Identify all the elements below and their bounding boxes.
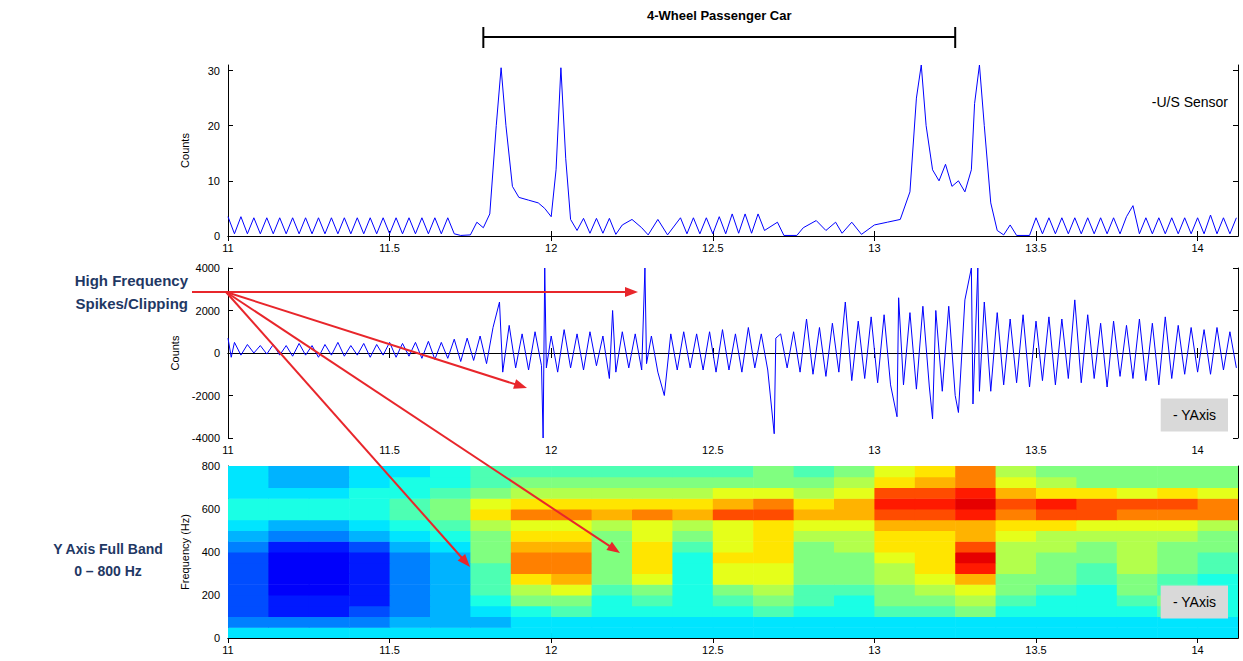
svg-text:11.5: 11.5 (379, 242, 400, 254)
svg-text:0: 0 (214, 632, 220, 644)
svg-text:12.5: 12.5 (702, 444, 723, 456)
svg-text:11: 11 (222, 444, 233, 456)
svg-text:13.5: 13.5 (1025, 242, 1046, 254)
svg-text:- YAxis: - YAxis (1173, 594, 1216, 610)
svg-text:4000: 4000 (196, 262, 220, 274)
svg-text:10: 10 (208, 175, 220, 187)
svg-text:30: 30 (208, 65, 220, 77)
svg-text:12.5: 12.5 (702, 242, 723, 254)
svg-text:13.5: 13.5 (1025, 644, 1046, 656)
svg-text:4-Wheel Passenger Car: 4-Wheel Passenger Car (647, 8, 792, 23)
svg-text:800: 800 (202, 460, 220, 472)
svg-text:14: 14 (1191, 644, 1203, 656)
svg-text:0: 0 (214, 347, 220, 359)
svg-text:Frequency (Hz): Frequency (Hz) (179, 514, 191, 590)
svg-text:600: 600 (202, 503, 220, 515)
svg-text:14: 14 (1191, 444, 1203, 456)
svg-text:14: 14 (1191, 242, 1203, 254)
svg-text:11: 11 (222, 242, 233, 254)
svg-text:Spikes/Clipping: Spikes/Clipping (75, 295, 188, 312)
svg-text:20: 20 (208, 120, 220, 132)
svg-text:13.5: 13.5 (1025, 444, 1046, 456)
svg-text:- YAxis: - YAxis (1173, 407, 1216, 423)
svg-text:-U/S Sensor: -U/S Sensor (1152, 94, 1229, 110)
svg-text:Counts: Counts (169, 335, 181, 370)
svg-text:12: 12 (545, 444, 557, 456)
svg-text:Y Axis Full Band: Y Axis Full Band (53, 541, 163, 557)
svg-text:13: 13 (868, 444, 880, 456)
svg-text:13: 13 (868, 242, 880, 254)
svg-text:12: 12 (545, 242, 557, 254)
svg-text:11.5: 11.5 (379, 444, 400, 456)
svg-text:2000: 2000 (196, 305, 220, 317)
svg-text:-2000: -2000 (192, 390, 220, 402)
svg-text:13: 13 (868, 644, 880, 656)
svg-text:11: 11 (222, 644, 233, 656)
svg-text:0: 0 (214, 230, 220, 242)
svg-text:200: 200 (202, 589, 220, 601)
svg-text:-4000: -4000 (192, 432, 220, 444)
svg-text:12: 12 (545, 644, 557, 656)
svg-text:11.5: 11.5 (379, 644, 400, 656)
svg-text:High Frequency: High Frequency (75, 272, 189, 289)
svg-text:0 – 800 Hz: 0 – 800 Hz (74, 563, 142, 579)
svg-text:12.5: 12.5 (702, 644, 723, 656)
svg-text:400: 400 (202, 546, 220, 558)
svg-text:Counts: Counts (179, 133, 191, 168)
